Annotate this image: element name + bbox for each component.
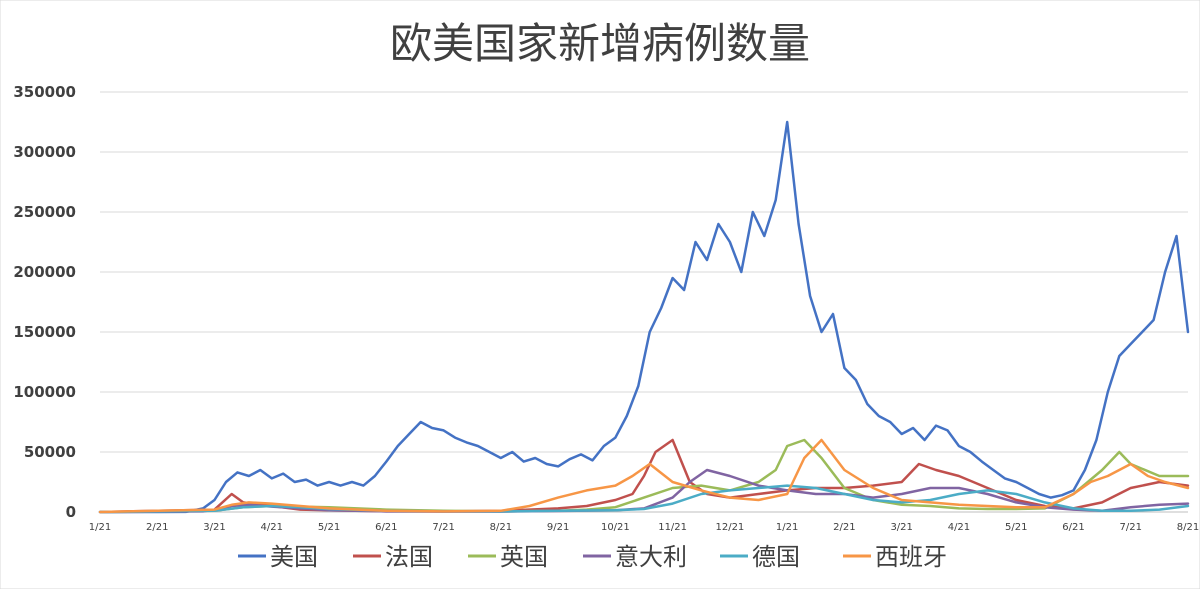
x-tick-label: 8/21 (490, 522, 512, 533)
x-tick-label: 2/21 (146, 522, 168, 533)
x-axis-ticks: 1/21 2/21 3/21 4/21 5/21 6/21 7/21 8/21 9/21 10/2… (89, 522, 1199, 533)
x-tick-label: 10/21 (601, 522, 630, 533)
y-tick-label: 150000 (13, 323, 76, 341)
legend-label-法国: 法国 (385, 543, 433, 571)
x-tick-label: 5/21 (1005, 522, 1027, 533)
series-line-西班牙 (98, 438, 1190, 514)
x-tick-label: 3/21 (890, 522, 912, 533)
x-tick-label: 5/21 (318, 522, 340, 533)
legend-label-英国: 英国 (500, 543, 548, 571)
x-tick-label: 6/21 (375, 522, 397, 533)
series-lines (98, 120, 1190, 514)
x-tick-label: 1/21 (776, 522, 798, 533)
legend-label-美国: 美国 (270, 543, 318, 571)
y-tick-label: 200000 (13, 263, 76, 281)
x-tick-label: 9/21 (547, 522, 569, 533)
legend-label-德国: 德国 (752, 543, 800, 571)
x-tick-label: 11/21 (658, 522, 687, 533)
y-tick-label: 300000 (13, 143, 76, 161)
legend-label-意大利: 意大利 (615, 543, 687, 571)
x-tick-label: 7/21 (1120, 522, 1142, 533)
series-line-美国 (98, 120, 1190, 514)
x-tick-label: 12/21 (715, 522, 744, 533)
x-tick-label: 3/21 (203, 522, 225, 533)
y-axis-ticks: 0 50000 100000 150000 200000 250000 300000 3500… (13, 83, 76, 521)
x-tick-label: 6/21 (1062, 522, 1084, 533)
x-tick-label: 4/21 (948, 522, 970, 533)
y-tick-label: 350000 (13, 83, 76, 101)
x-tick-label: 2/21 (833, 522, 855, 533)
x-tick-label: 8/21 (1177, 522, 1199, 533)
y-tick-label: 50000 (24, 443, 76, 461)
x-tick-label: 4/21 (261, 522, 283, 533)
gridlines (100, 91, 1188, 513)
y-tick-label: 100000 (13, 383, 76, 401)
legend-label-西班牙: 西班牙 (875, 543, 947, 571)
legend: 美国 法国 英国 意大利 德国 西班牙 (238, 543, 947, 571)
y-tick-label: 250000 (13, 203, 76, 221)
x-tick-label: 7/21 (432, 522, 454, 533)
y-tick-label: 0 (66, 503, 76, 521)
x-tick-label: 1/21 (89, 522, 111, 533)
chart-title: 欧美国家新增病例数量 (390, 19, 810, 68)
